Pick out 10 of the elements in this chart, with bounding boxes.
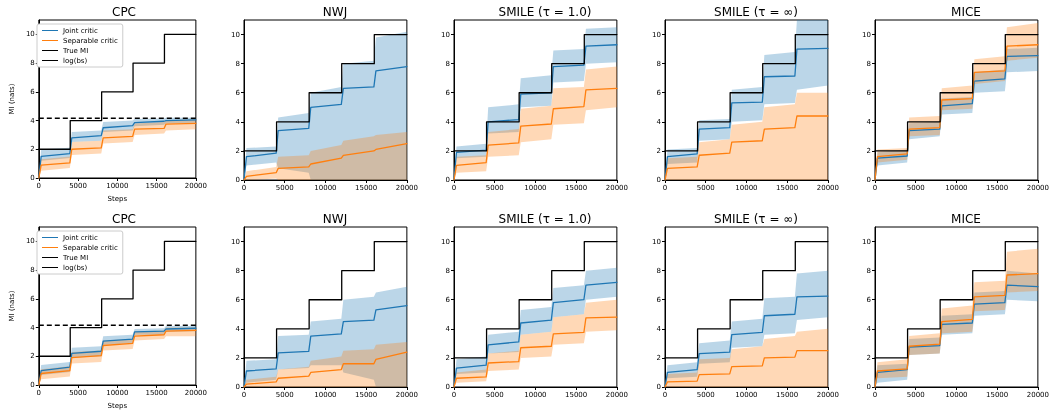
chart-title: SMILE (τ = 1.0) bbox=[498, 212, 592, 226]
chart-title: CPC bbox=[112, 5, 136, 19]
chart-title: SMILE (τ = ∞) bbox=[713, 5, 798, 19]
chart-title: SMILE (τ = ∞) bbox=[713, 212, 798, 226]
chart-title: SMILE (τ = 1.0) bbox=[498, 5, 592, 19]
chart-title: NWJ bbox=[322, 212, 347, 226]
chart-title: MICE bbox=[951, 5, 982, 19]
chart-title: MICE bbox=[951, 212, 982, 226]
chart-title: CPC bbox=[112, 212, 136, 226]
chart-title: NWJ bbox=[322, 5, 347, 19]
